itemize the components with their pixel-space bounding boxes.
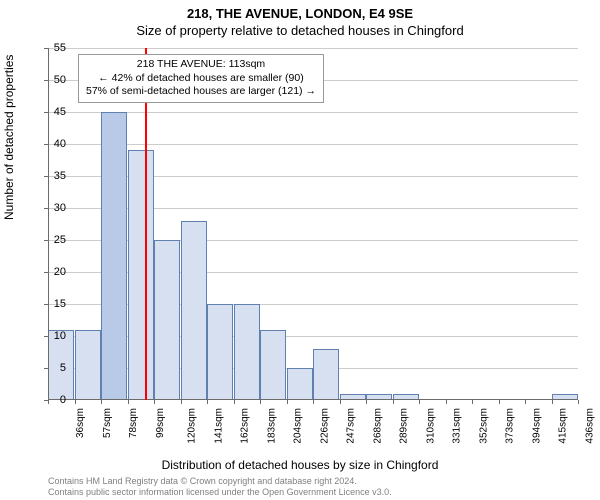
x-tick-mark (525, 400, 526, 404)
x-tick-mark (75, 400, 76, 404)
histogram-bar (260, 330, 286, 400)
x-tick-mark (154, 400, 155, 404)
x-tick-mark (393, 400, 394, 404)
histogram-bar (128, 150, 154, 400)
x-tick-label: 141sqm (213, 408, 224, 444)
y-tick-label: 45 (54, 106, 66, 118)
x-tick-label: 352sqm (478, 408, 489, 444)
x-tick-label: 289sqm (399, 408, 410, 444)
histogram-bar (101, 112, 127, 400)
copyright-notice: Contains HM Land Registry data © Crown c… (48, 476, 392, 498)
y-axis-line (48, 48, 49, 400)
x-tick-label: 57sqm (102, 408, 113, 438)
y-tick-label: 20 (54, 266, 66, 278)
x-tick-mark (260, 400, 261, 404)
x-tick-mark (499, 400, 500, 404)
x-axis-label: Distribution of detached houses by size … (0, 458, 600, 472)
annotation-line: 57% of semi-detached houses are larger (… (86, 85, 316, 99)
copyright-line1: Contains HM Land Registry data © Crown c… (48, 476, 392, 487)
y-tick-label: 30 (54, 202, 66, 214)
y-tick-label: 50 (54, 74, 66, 86)
x-tick-label: 415sqm (558, 408, 569, 444)
x-tick-mark (313, 400, 314, 404)
x-tick-mark (181, 400, 182, 404)
y-tick-label: 15 (54, 298, 66, 310)
y-tick-label: 55 (54, 42, 66, 54)
x-tick-mark (552, 400, 553, 404)
gridline (48, 48, 578, 49)
x-tick-label: 373sqm (505, 408, 516, 444)
x-tick-mark (366, 400, 367, 404)
annotation-line: ← 42% of detached houses are smaller (90… (86, 72, 316, 86)
x-tick-label: 120sqm (187, 408, 198, 444)
x-tick-mark (101, 400, 102, 404)
y-tick-label: 0 (60, 394, 66, 406)
copyright-line2: Contains public sector information licen… (48, 487, 392, 498)
x-tick-mark (419, 400, 420, 404)
x-tick-label: 183sqm (266, 408, 277, 444)
gridline (48, 144, 578, 145)
x-tick-mark (446, 400, 447, 404)
histogram-bar (154, 240, 180, 400)
gridline (48, 112, 578, 113)
y-tick-label: 40 (54, 138, 66, 150)
annotation-line: 218 THE AVENUE: 113sqm (86, 58, 316, 72)
x-tick-label: 310sqm (425, 408, 436, 444)
x-tick-label: 78sqm (128, 408, 139, 438)
x-tick-mark (48, 400, 49, 404)
annotation-callout: 218 THE AVENUE: 113sqm← 42% of detached … (78, 54, 324, 103)
x-tick-label: 162sqm (240, 408, 251, 444)
histogram-bar (207, 304, 233, 400)
x-tick-label: 268sqm (372, 408, 383, 444)
chart-plot-area: 218 THE AVENUE: 113sqm← 42% of detached … (48, 48, 578, 400)
x-tick-mark (207, 400, 208, 404)
histogram-bar (313, 349, 339, 400)
x-tick-label: 436sqm (584, 408, 595, 444)
x-tick-mark (287, 400, 288, 404)
y-tick-label: 25 (54, 234, 66, 246)
x-tick-mark (234, 400, 235, 404)
chart-title-address: 218, THE AVENUE, LONDON, E4 9SE (0, 0, 600, 21)
histogram-bar (181, 221, 207, 400)
y-axis-label: Number of detached properties (2, 55, 16, 220)
x-tick-label: 226sqm (319, 408, 330, 444)
x-tick-label: 99sqm (155, 408, 166, 438)
y-tick-label: 10 (54, 330, 66, 342)
chart-title-description: Size of property relative to detached ho… (0, 21, 600, 38)
x-axis-line (48, 399, 578, 400)
x-tick-mark (128, 400, 129, 404)
histogram-bar (75, 330, 101, 400)
y-tick-label: 5 (60, 362, 66, 374)
x-tick-label: 331sqm (452, 408, 463, 444)
x-tick-mark (340, 400, 341, 404)
x-tick-mark (578, 400, 579, 404)
x-tick-label: 247sqm (346, 408, 357, 444)
histogram-bar (234, 304, 260, 400)
x-tick-label: 394sqm (531, 408, 542, 444)
x-tick-mark (472, 400, 473, 404)
histogram-bar (287, 368, 313, 400)
y-tick-label: 35 (54, 170, 66, 182)
x-tick-label: 204sqm (293, 408, 304, 444)
x-tick-label: 36sqm (75, 408, 86, 438)
